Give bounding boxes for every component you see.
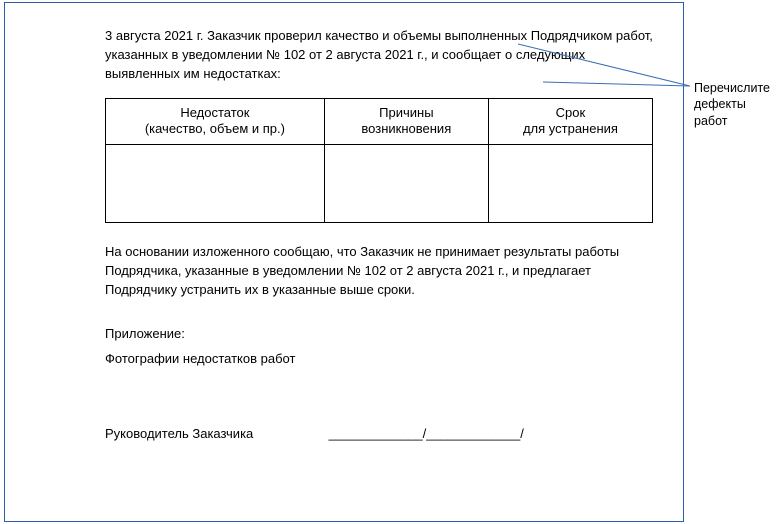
defects-table: Недостаток(качество, объем и пр.) Причин… [105,98,653,224]
table-header-row: Недостаток(качество, объем и пр.) Причин… [106,98,653,145]
cell-cause [324,145,488,223]
conclusion-paragraph: На основании изложенного сообщаю, что За… [105,243,653,300]
attachment-label: Приложение: [105,326,653,341]
table-row [106,145,653,223]
col-header-deadline: Срокдля устранения [488,98,652,145]
signature-row: Руководитель Заказчика _____________/___… [105,426,653,441]
cell-deadline [488,145,652,223]
margin-annotation: Перечислите дефекты работ [694,80,772,129]
signature-label: Руководитель Заказчика [105,426,295,441]
attachment-text: Фотографии недостатков работ [105,351,653,366]
cell-defect [106,145,325,223]
document-frame: 3 августа 2021 г. Заказчик проверил каче… [4,2,684,522]
col-header-defect: Недостаток(качество, объем и пр.) [106,98,325,145]
signature-lines: _____________/_____________/ [329,426,524,441]
col-header-cause: Причинывозникновения [324,98,488,145]
intro-paragraph: 3 августа 2021 г. Заказчик проверил каче… [105,27,653,84]
